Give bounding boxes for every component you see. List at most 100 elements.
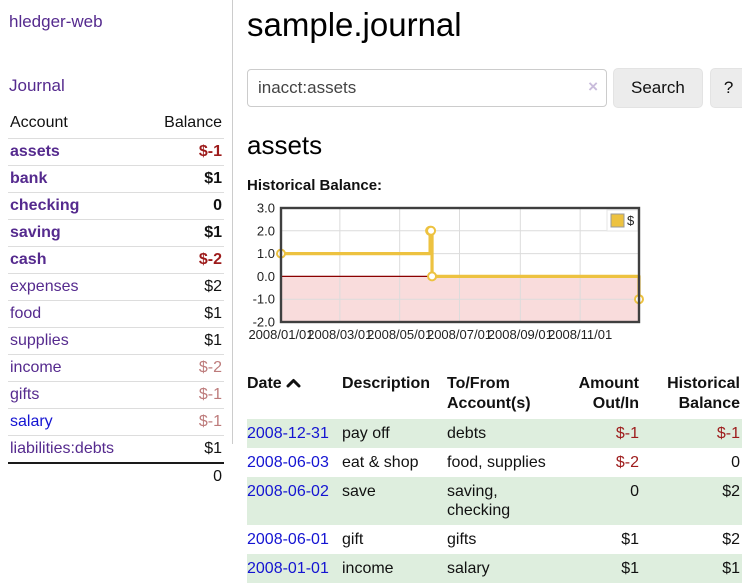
transaction-accounts: food, supplies [447,454,546,471]
account-link-checking[interactable]: checking [10,197,80,214]
account-balance: $-2 [145,354,224,382]
transaction-amount: $1 [621,560,639,577]
register-table: Date Description To/From Account(s) Amou… [247,371,742,583]
account-balance: $-1 [145,381,224,409]
historical-balance-chart: $3.0 2.0 1.0 0.0 -1.0 -2.02008/01/012008/03/0… [248,201,644,342]
account-balance: $-1 [145,408,224,436]
transaction-accounts: saving, checking [447,483,511,519]
transaction-amount: $1 [621,531,639,548]
svg-text:-1.0: -1.0 [253,292,275,307]
account-row: cash $-2 [8,246,224,274]
account-row: salary $-1 [8,408,224,436]
transaction-balance: $2 [722,531,740,548]
clear-search-icon[interactable]: × [588,77,598,96]
svg-text:2008/11/01: 2008/11/01 [548,327,612,342]
account-link-food[interactable]: food [10,305,42,322]
svg-text:2008/05/01: 2008/05/01 [367,327,432,342]
transaction-date-link[interactable]: 2008-06-03 [247,454,329,471]
svg-text:1.0: 1.0 [257,246,275,261]
account-row: gifts $-1 [8,381,224,409]
account-balance: $1 [145,327,224,355]
help-button[interactable]: ? [709,68,742,108]
register-header-balance: Historical Balance [667,375,740,412]
account-balance: $1 [145,435,224,463]
transaction-date-link[interactable]: 2008-01-01 [247,560,329,577]
account-balance: $1 [145,300,224,328]
transaction-date-link[interactable]: 2008-06-02 [247,483,329,500]
register-header-description: Description [342,375,431,392]
accounts-total-row: 0 [8,462,224,490]
app-title-link[interactable]: hledger-web [9,12,103,31]
register-header-accounts: To/From Account(s) [447,375,531,412]
transaction-row: 2008-06-03 eat & shop food, supplies $-2 0 [247,448,742,477]
account-balance: $-1 [145,138,224,166]
register-header-date[interactable]: Date [247,371,342,419]
transaction-balance: 0 [731,454,740,471]
sidebar: hledger-web Journal Account Balance asse… [0,0,233,490]
transaction-description: save [342,483,376,500]
transaction-row: 2008-06-01 gift gifts $1 $2 [247,525,742,554]
accounts-header-balance: Balance [164,114,222,131]
chart-title: Historical Balance: [247,177,383,194]
account-link-assets[interactable]: assets [10,143,60,160]
transaction-balance: $1 [722,560,740,577]
account-row: supplies $1 [8,327,224,355]
account-row: liabilities:debts $1 [8,435,224,463]
svg-text:2008/03/01: 2008/03/01 [307,327,372,342]
transaction-row: 2008-06-02 save saving, checking 0 $2 [247,477,742,525]
search-input[interactable] [247,69,607,107]
svg-text:-2.0: -2.0 [253,315,275,330]
account-link-income[interactable]: income [10,359,62,376]
transaction-description: pay off [342,425,390,442]
account-balance: 0 [145,192,224,220]
svg-text:2008/07/01: 2008/07/01 [427,327,492,342]
account-balance: $1 [145,219,224,247]
transaction-amount: $-2 [615,454,639,471]
account-link-liabilities-debts[interactable]: liabilities:debts [10,440,115,457]
search-button[interactable]: Search [613,68,703,108]
transaction-balance: $2 [722,483,740,500]
account-row: food $1 [8,300,224,328]
transaction-row: 2008-01-01 income salary $1 $1 [247,554,742,583]
svg-text:3.0: 3.0 [257,202,275,216]
search-form: × Search ? [247,68,742,108]
account-link-bank[interactable]: bank [10,170,48,187]
transaction-balance: $-1 [716,425,740,442]
account-row: checking 0 [8,192,224,220]
main-content: sample.journal × Search ? assets Histori… [233,0,742,583]
accounts-total-value: 0 [145,462,224,490]
transaction-date-link[interactable]: 2008-12-31 [247,425,329,442]
svg-text:$: $ [627,213,635,228]
page-title: sample.journal [247,6,462,43]
transaction-amount: $-1 [615,425,639,442]
sidebar-item-journal[interactable]: Journal [9,76,65,95]
account-link-gifts[interactable]: gifts [10,386,40,403]
transaction-row: 2008-12-31 pay off debts $-1 $-1 [247,419,742,448]
transaction-description: income [342,560,394,577]
account-heading: assets [247,130,323,160]
account-balance: $-2 [145,246,224,274]
accounts-header-account: Account [10,114,68,131]
transaction-accounts: debts [447,425,487,442]
sort-ascending-icon [286,379,301,388]
account-row: saving $1 [8,219,224,247]
svg-text:2.0: 2.0 [257,223,275,238]
account-link-salary[interactable]: salary [10,413,53,430]
account-row: assets $-1 [8,138,224,166]
account-link-cash[interactable]: cash [10,251,47,268]
account-link-saving[interactable]: saving [10,224,61,241]
transaction-accounts: salary [447,560,490,577]
transaction-accounts: gifts [447,531,477,548]
accounts-table: Account Balance assets $-1 bank $1 checking 0… [8,109,224,490]
svg-text:2008/01/01: 2008/01/01 [248,327,313,342]
transaction-date-link[interactable]: 2008-06-01 [247,531,329,548]
transaction-amount: 0 [630,483,639,500]
svg-text:0.0: 0.0 [257,269,275,284]
account-balance: $1 [145,165,224,193]
transaction-description: gift [342,531,364,548]
transaction-description: eat & shop [342,454,419,471]
account-link-expenses[interactable]: expenses [10,278,79,295]
account-row: income $-2 [8,354,224,382]
account-row: expenses $2 [8,273,224,301]
account-link-supplies[interactable]: supplies [10,332,69,349]
